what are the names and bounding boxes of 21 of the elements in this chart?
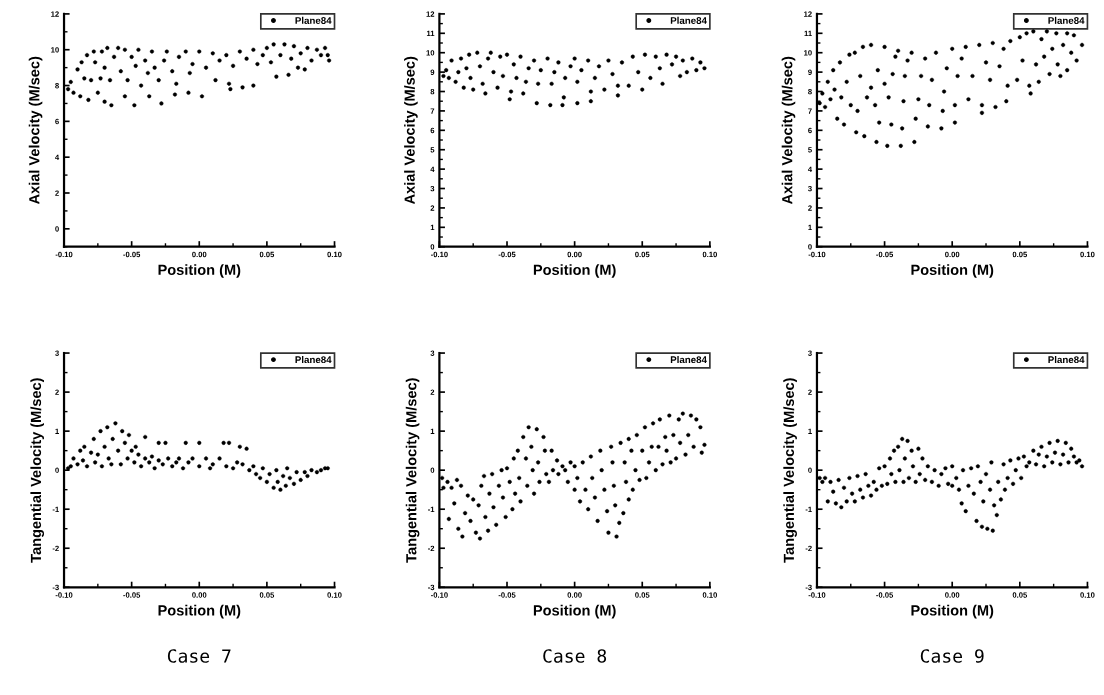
y-axis-title: Axial Velocity (M/sec) — [404, 56, 418, 205]
x-axis-title: Position (M) — [911, 264, 994, 278]
legend-label: Plane84 — [670, 355, 707, 364]
y-axis-title: Tangential Velocity (M/sec) — [405, 378, 420, 563]
text: Case 9 — [920, 649, 984, 663]
text: Case 8 — [543, 649, 607, 663]
legend-label: Plane84 — [670, 16, 707, 24]
legend-label: Plane84 — [295, 355, 332, 364]
x-axis-title: Position (M) — [911, 604, 994, 619]
y-axis-title: Axial Velocity (M/sec) — [28, 56, 43, 205]
x-axis-title: Position (M) — [158, 264, 241, 278]
y-axis-title: Tangential Velocity (M/sec) — [30, 378, 45, 563]
legend-label: Plane84 — [1048, 16, 1085, 24]
x-axis-title: Position (M) — [533, 264, 616, 278]
x-axis-title: Position (M) — [158, 604, 241, 619]
text: Case 7 — [167, 649, 231, 663]
y-axis-title: Tangential Velocity (M/sec) — [783, 378, 797, 563]
legend-label: Plane84 — [1048, 355, 1085, 364]
y-axis-title: Axial Velocity (M/sec) — [781, 56, 796, 205]
legend-label: Plane84 — [295, 16, 332, 24]
x-axis-title: Position (M) — [533, 604, 616, 619]
